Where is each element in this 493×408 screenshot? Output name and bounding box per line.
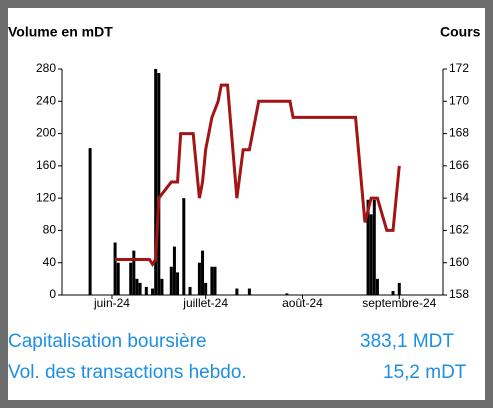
bar (210, 266, 214, 295)
bar (160, 278, 164, 295)
y-tick-label: 200 (36, 126, 56, 140)
bar (201, 250, 205, 295)
summary-value: 383,1 MDT (360, 331, 454, 352)
bar (176, 272, 180, 295)
bar (157, 73, 161, 296)
bar (151, 288, 155, 295)
bar (144, 286, 148, 295)
bar (135, 278, 139, 295)
bar (172, 246, 176, 295)
bar (116, 262, 120, 295)
bar (247, 288, 251, 295)
y2-tick-label: 170 (449, 93, 469, 107)
y2-tick-label: 158 (449, 287, 469, 301)
bar (88, 148, 92, 295)
price-line (115, 83, 401, 268)
y2-tick-label: 172 (449, 61, 469, 75)
summary-label: Capitalisation boursière (8, 331, 207, 352)
bar (197, 262, 201, 295)
bar (391, 290, 395, 295)
y-tick-label: 120 (36, 190, 56, 204)
x-tick-label: juillet-24 (182, 296, 228, 310)
bar (182, 198, 186, 295)
x-tick-label: septembre-24 (362, 296, 436, 310)
y-tick-label: 280 (36, 61, 56, 75)
y-tick-label: 80 (43, 223, 57, 237)
y2-tick-label: 168 (449, 126, 469, 140)
y2-tick-label: 160 (449, 255, 469, 269)
y2-tick-label: 166 (449, 158, 469, 172)
bar (138, 282, 142, 295)
bar (113, 242, 117, 295)
bar (285, 293, 289, 295)
y-tick-label: 160 (36, 158, 56, 172)
y-tick-label: 240 (36, 93, 56, 107)
y2-tick-label: 162 (449, 223, 469, 237)
summary-value: 15,2 mDT (383, 362, 467, 383)
y-axis-title: Volume en mDT (8, 24, 113, 40)
y-tick-label: 0 (49, 287, 56, 301)
bar (235, 288, 239, 295)
bar (372, 199, 376, 295)
y2-axis-title: Cours (440, 24, 481, 40)
bar (132, 250, 136, 295)
bar (397, 282, 401, 295)
bar (213, 266, 217, 295)
bar (366, 199, 370, 295)
summary-label: Vol. des transactions hebdo. (8, 362, 247, 383)
x-tick-label: août-24 (282, 296, 323, 310)
y2-tick-label: 164 (449, 190, 469, 204)
bar (188, 286, 192, 295)
bar (204, 282, 208, 295)
bar (375, 278, 379, 295)
x-tick-label: juin-24 (93, 296, 130, 310)
bar (129, 262, 133, 295)
y-tick-label: 40 (43, 255, 57, 269)
bar (154, 69, 158, 295)
bar (169, 266, 173, 295)
bar (369, 214, 373, 295)
